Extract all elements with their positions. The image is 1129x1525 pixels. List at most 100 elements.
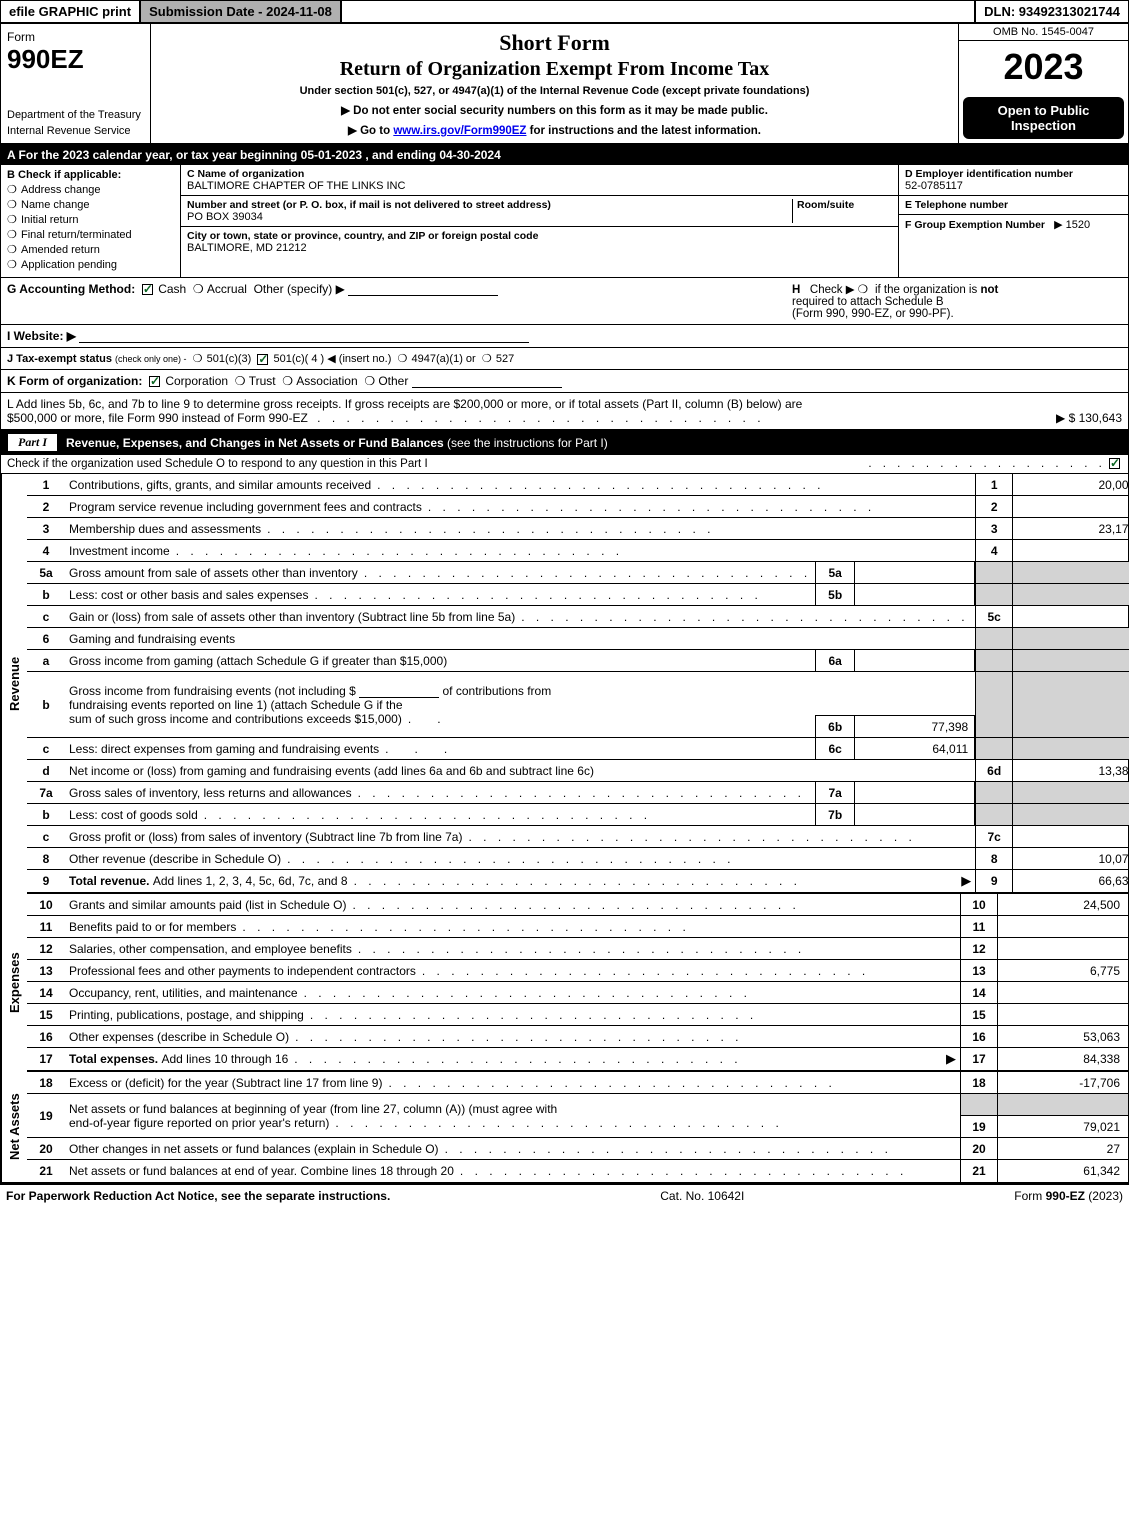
row-18: 18 Excess or (deficit) for the year (Sub…: [27, 1072, 1128, 1094]
section-def: D Employer identification number 52-0785…: [898, 165, 1128, 277]
section-j: J Tax-exempt status (check only one) - ❍…: [1, 348, 1128, 370]
header-left: Form 990EZ Department of the Treasury In…: [1, 24, 151, 143]
tax-year: 2023: [959, 41, 1128, 93]
ein-value: 52-0785117: [905, 180, 963, 192]
revenue-label: Revenue: [1, 474, 27, 894]
check-application-pending[interactable]: ❍Application pending: [7, 258, 174, 271]
efile-label: efile GRAPHIC print: [1, 1, 141, 22]
b-label: B Check if applicable:: [7, 169, 174, 181]
footer-center: Cat. No. 10642I: [660, 1189, 744, 1203]
section-i: I Website: ▶: [1, 325, 1128, 348]
g-other-field[interactable]: [348, 282, 498, 296]
street-label: Number and street (or P. O. box, if mail…: [187, 199, 551, 211]
section-c: C Name of organization BALTIMORE CHAPTER…: [181, 165, 898, 277]
row-6d: d Net income or (loss) from gaming and f…: [27, 760, 1129, 782]
header-center: Short Form Return of Organization Exempt…: [151, 24, 958, 143]
e-label: E Telephone number: [905, 199, 1008, 211]
no-ssn-line: ▶ Do not enter social security numbers o…: [157, 103, 952, 117]
footer-right: Form 990-EZ (2023): [1014, 1189, 1123, 1203]
irs-link[interactable]: www.irs.gov/Form990EZ: [393, 125, 526, 137]
website-field[interactable]: [79, 329, 529, 343]
row-5b: b Less: cost or other basis and sales ex…: [27, 584, 1129, 606]
part1-label: Part I: [7, 433, 58, 452]
row-5a: 5a Gross amount from sale of assets othe…: [27, 562, 1129, 584]
form-990ez: efile GRAPHIC print Submission Date - 20…: [0, 0, 1129, 1183]
check-amended-return[interactable]: ❍Amended return: [7, 243, 174, 256]
row-6: 6 Gaming and fundraising events: [27, 628, 1129, 650]
section-bcdef: B Check if applicable: ❍Address change ❍…: [1, 165, 1128, 278]
check-cash[interactable]: [142, 284, 153, 295]
row-21: 21 Net assets or fund balances at end of…: [27, 1160, 1128, 1182]
row-19: 19 Net assets or fund balances at beginn…: [27, 1094, 1128, 1138]
return-title: Return of Organization Exempt From Incom…: [157, 58, 952, 81]
expenses-label: Expenses: [1, 894, 27, 1072]
row-8: 8 Other revenue (describe in Schedule O)…: [27, 848, 1129, 870]
org-name: BALTIMORE CHAPTER OF THE LINKS INC: [187, 180, 405, 192]
line-a: A For the 2023 calendar year, or tax yea…: [1, 145, 1128, 165]
row-6a: a Gross income from gaming (attach Sched…: [27, 650, 1129, 672]
netassets-section: Net Assets 18 Excess or (deficit) for th…: [1, 1072, 1128, 1182]
check-corp[interactable]: [149, 376, 160, 387]
section-b: B Check if applicable: ❍Address change ❍…: [1, 165, 181, 277]
top-spacer: [342, 1, 974, 22]
row-2: 2 Program service revenue including gove…: [27, 496, 1129, 518]
go-to-line: ▶ Go to www.irs.gov/Form990EZ for instru…: [157, 123, 952, 137]
submission-date: Submission Date - 2024-11-08: [141, 1, 342, 22]
top-bar: efile GRAPHIC print Submission Date - 20…: [1, 1, 1128, 24]
dept-treasury: Department of the Treasury: [7, 109, 144, 121]
g-label: G Accounting Method:: [7, 282, 135, 296]
check-final-return[interactable]: ❍Final return/terminated: [7, 228, 174, 241]
row-11: 11 Benefits paid to or for members. . . …: [27, 916, 1128, 938]
form-number: 990EZ: [7, 44, 144, 75]
footer: For Paperwork Reduction Act Notice, see …: [0, 1183, 1129, 1207]
section-l: L Add lines 5b, 6c, and 7b to line 9 to …: [1, 393, 1128, 430]
header-right: OMB No. 1545-0047 2023 Open to Public In…: [958, 24, 1128, 143]
check-schedule-o[interactable]: [1109, 458, 1120, 469]
check-initial-return[interactable]: ❍Initial return: [7, 213, 174, 226]
row-6b: b Gross income from fundraising events (…: [27, 672, 1129, 738]
room-label: Room/suite: [797, 199, 854, 211]
expenses-section: Expenses 10 Grants and similar amounts p…: [1, 894, 1128, 1072]
dept-irs: Internal Revenue Service: [7, 125, 144, 137]
check-address-change[interactable]: ❍Address change: [7, 183, 174, 196]
city-value: BALTIMORE, MD 21212: [187, 242, 307, 254]
row-5c: c Gain or (loss) from sale of assets oth…: [27, 606, 1129, 628]
netassets-label: Net Assets: [1, 1072, 27, 1182]
section-g: G Accounting Method: Cash ❍Accrual Other…: [7, 282, 792, 320]
section-k: K Form of organization: Corporation ❍Tru…: [1, 370, 1128, 393]
street-value: PO BOX 39034: [187, 211, 263, 223]
short-form-title: Short Form: [157, 30, 952, 56]
i-label: I Website: ▶: [7, 329, 76, 343]
revenue-section: Revenue 1 Contributions, gifts, grants, …: [1, 474, 1128, 894]
part1-header: Part I Revenue, Expenses, and Changes in…: [1, 430, 1128, 455]
row-7b: b Less: cost of goods sold. . . . . . . …: [27, 804, 1129, 826]
row-16: 16 Other expenses (describe in Schedule …: [27, 1026, 1128, 1048]
row-14: 14 Occupancy, rent, utilities, and maint…: [27, 982, 1128, 1004]
part1-check-line: Check if the organization used Schedule …: [1, 455, 1128, 474]
footer-left: For Paperwork Reduction Act Notice, see …: [6, 1189, 390, 1203]
c-label: C Name of organization: [187, 168, 304, 180]
row-4: 4 Investment income. . . . . . . . . . .…: [27, 540, 1129, 562]
check-501c4[interactable]: [257, 354, 268, 365]
group-num: ▶ 1520: [1054, 219, 1090, 231]
row-6c: c Less: direct expenses from gaming and …: [27, 738, 1129, 760]
k-other-field[interactable]: [412, 374, 562, 388]
form-header: Form 990EZ Department of the Treasury In…: [1, 24, 1128, 145]
row-7a: 7a Gross sales of inventory, less return…: [27, 782, 1129, 804]
section-gh: G Accounting Method: Cash ❍Accrual Other…: [1, 278, 1128, 325]
row-20: 20 Other changes in net assets or fund b…: [27, 1138, 1128, 1160]
form-word: Form: [7, 30, 144, 44]
dln-label: DLN: 93492313021744: [974, 1, 1128, 22]
d-label: D Employer identification number: [905, 168, 1073, 180]
row-12: 12 Salaries, other compensation, and emp…: [27, 938, 1128, 960]
section-h: H Check ▶ ❍ if the organization is not i…: [792, 282, 1122, 320]
f-label: F Group Exemption Number: [905, 219, 1045, 231]
check-name-change[interactable]: ❍Name change: [7, 198, 174, 211]
row-1: 1 Contributions, gifts, grants, and simi…: [27, 474, 1129, 496]
row-3: 3 Membership dues and assessments. . . .…: [27, 518, 1129, 540]
row-10: 10 Grants and similar amounts paid (list…: [27, 894, 1128, 916]
open-public-badge: Open to Public Inspection: [963, 97, 1124, 139]
row-15: 15 Printing, publications, postage, and …: [27, 1004, 1128, 1026]
row-13: 13 Professional fees and other payments …: [27, 960, 1128, 982]
row-17: 17 Total expenses. Add lines 10 through …: [27, 1048, 1128, 1072]
